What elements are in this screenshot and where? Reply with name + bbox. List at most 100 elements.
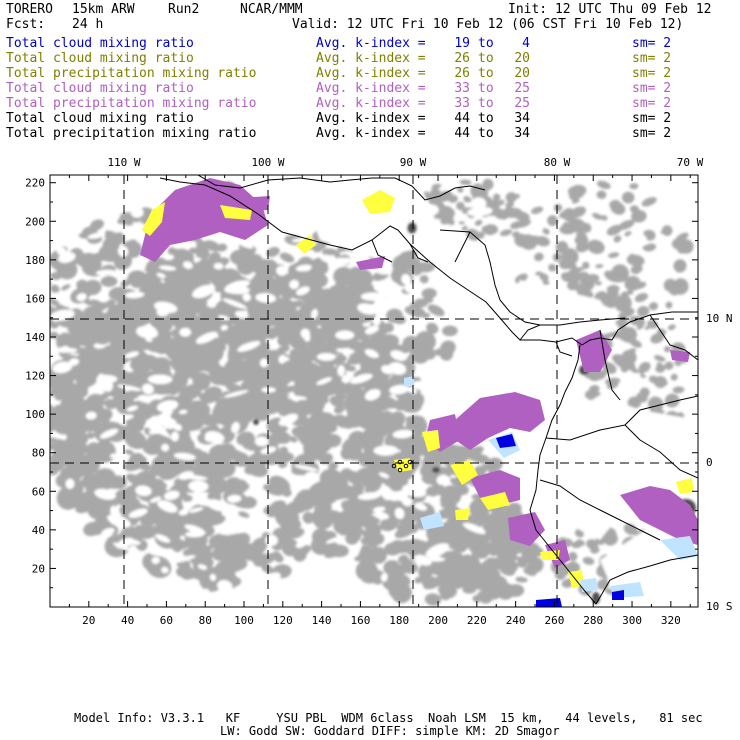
cloud-cell <box>426 322 439 334</box>
x-tick-label: 240 <box>506 614 526 627</box>
cloud-contour-area <box>620 486 698 545</box>
galapagos-island <box>391 463 397 469</box>
cloud-cell <box>456 201 465 211</box>
cloud-contour-area <box>236 196 270 212</box>
cloud-cell <box>582 261 590 270</box>
cloud-contour-area <box>362 190 395 214</box>
cloud-cell <box>124 449 134 455</box>
cloud-cell <box>515 576 528 583</box>
cloud-cell <box>391 539 407 554</box>
clear-gap <box>182 261 193 269</box>
clear-gap <box>128 508 148 518</box>
cloud-cell <box>359 544 372 557</box>
clear-gap <box>126 405 138 412</box>
cloud-cell <box>576 531 584 538</box>
clear-gap <box>300 328 310 339</box>
cloud-cell <box>442 325 458 337</box>
cloud-cell <box>158 452 169 460</box>
cloud-cell <box>367 567 381 580</box>
cloud-cell <box>648 396 664 412</box>
x-tick-label: 20 <box>82 614 95 627</box>
clear-gap <box>337 365 345 377</box>
clear-gap <box>311 308 318 319</box>
clear-gap <box>95 269 116 276</box>
coastline <box>519 324 541 341</box>
clear-gap <box>113 224 137 233</box>
clear-gap <box>227 494 242 503</box>
cloud-contour-area <box>480 492 510 510</box>
longitude-label: 70 W <box>677 156 704 169</box>
cloud-cell <box>459 179 472 186</box>
x-tick-label: 120 <box>273 614 293 627</box>
cloud-cell <box>131 437 141 446</box>
cloud-cell <box>575 267 585 272</box>
clear-gap <box>217 580 233 592</box>
x-tick-label: 40 <box>121 614 134 627</box>
cloud-cell <box>254 386 265 394</box>
legend-k-start: 26 <box>454 51 470 66</box>
cloud-cell <box>428 559 448 573</box>
legend-smoothing: sm= 2 <box>632 66 672 81</box>
cloud-cell <box>303 434 317 443</box>
coastline <box>624 395 698 426</box>
cloud-cell <box>442 206 452 213</box>
cloud-cell <box>562 580 572 588</box>
cloud-cell <box>629 183 639 190</box>
clear-gap <box>342 347 352 357</box>
cloud-cell <box>265 484 286 496</box>
clear-gap <box>462 522 486 535</box>
cloud-cell <box>256 311 270 325</box>
cloud-cell <box>678 282 687 289</box>
cloud-cell <box>369 525 379 535</box>
cloud-cell <box>132 296 143 305</box>
cloud-cell <box>553 567 562 573</box>
legend-k-start: 26 <box>454 66 470 81</box>
cloud-cell <box>462 586 477 594</box>
cloud-cell <box>135 302 151 315</box>
cloud-cell <box>531 206 544 214</box>
clear-gap <box>335 330 355 340</box>
latitude-label: 10 S <box>706 600 733 613</box>
cloud-cell <box>618 219 635 230</box>
cloud-cell <box>306 269 326 282</box>
clear-gap <box>231 421 240 434</box>
cloud-cell <box>504 569 516 576</box>
cloud-cell <box>88 314 103 326</box>
cloud-cell <box>670 373 678 381</box>
clear-gap <box>184 524 206 535</box>
cloud-cell <box>363 446 377 458</box>
valid-time: Valid: 12 UTC Fri 10 Feb 12 (06 CST Fri … <box>292 17 684 32</box>
legend-smoothing: sm= 2 <box>632 81 672 96</box>
cloud-cell <box>126 416 146 432</box>
clear-gap <box>156 272 166 279</box>
legend-row: Total cloud mixing ratio Avg. k-index = 33… <box>6 81 736 96</box>
cloud-cell <box>586 539 599 550</box>
cloud-cell <box>205 459 225 478</box>
y-tick-label: 80 <box>32 447 45 460</box>
cloud-cell <box>224 361 243 378</box>
cloud-cell <box>125 328 139 339</box>
clear-gap <box>392 429 414 439</box>
clear-gap <box>401 274 411 286</box>
cloud-cell <box>292 300 303 306</box>
dense-cloud-core <box>407 222 417 234</box>
clear-gap <box>360 292 385 301</box>
cloud-cell <box>481 225 496 236</box>
dense-cloud-core <box>432 467 440 473</box>
clear-gap <box>89 559 114 569</box>
clear-gap <box>276 265 288 276</box>
cloud-cell <box>270 359 290 378</box>
cloud-cell <box>101 417 111 425</box>
cloud-cell <box>333 515 354 535</box>
cloud-cell <box>249 372 263 383</box>
cloud-cell <box>648 302 659 311</box>
legend-to-label: to <box>478 51 494 66</box>
coastline <box>439 229 626 326</box>
cloud-cell <box>383 322 394 333</box>
clear-gap <box>209 573 217 581</box>
legend-row: Total precipitation mixing ratio Avg. k-i… <box>6 126 736 141</box>
cloud-cell <box>633 281 647 290</box>
cloud-cell <box>361 517 372 528</box>
clear-gap <box>402 497 413 507</box>
